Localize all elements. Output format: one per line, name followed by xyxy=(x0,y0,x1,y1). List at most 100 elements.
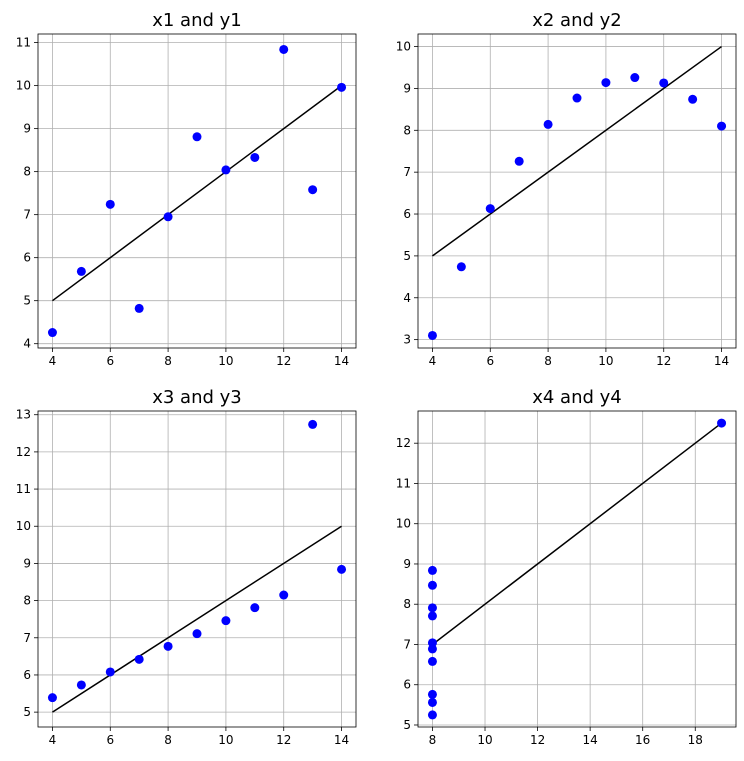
data-point xyxy=(427,611,437,621)
y-tick-label: 13 xyxy=(16,408,31,422)
data-point xyxy=(717,121,727,131)
fit-line xyxy=(431,422,723,646)
y-tick-label: 8 xyxy=(23,165,31,179)
y-tick-label: 6 xyxy=(403,678,411,692)
data-point xyxy=(76,266,86,276)
axes-frame xyxy=(37,410,357,728)
data-point xyxy=(337,82,347,92)
axes-frame xyxy=(417,33,737,349)
fit-line xyxy=(432,45,722,257)
subplot-1: 4 6 8 10 12 14 4 5 6 7 8 9 10 11 x1 and y1 xyxy=(16,10,357,368)
y-tick-label: 8 xyxy=(403,123,411,137)
y-tick-label: 12 xyxy=(16,445,31,459)
x-tick-label: 10 xyxy=(598,354,613,368)
data-point xyxy=(279,590,289,600)
x-tick-label: 14 xyxy=(334,733,349,747)
x-tick-label: 10 xyxy=(218,354,233,368)
x-tick-label: 12 xyxy=(530,733,545,747)
x-tick-label: 14 xyxy=(334,354,349,368)
data-point xyxy=(192,629,202,639)
data-point xyxy=(134,303,144,313)
y-tick-label: 8 xyxy=(23,594,31,608)
x-tick-label: 8 xyxy=(164,354,172,368)
x-tick-label: 8 xyxy=(429,733,437,747)
y-tick-label: 6 xyxy=(403,207,411,221)
x-tick-label: 14 xyxy=(714,354,729,368)
y-tick-label: 7 xyxy=(403,637,411,651)
data-point xyxy=(134,654,144,664)
data-point xyxy=(279,44,289,54)
data-point xyxy=(221,165,231,175)
data-point xyxy=(163,212,173,222)
data-point xyxy=(221,616,231,626)
data-point xyxy=(427,330,437,340)
y-tick-label: 5 xyxy=(403,718,411,732)
x-tick-label: 12 xyxy=(276,733,291,747)
fit-line xyxy=(52,525,342,713)
data-point xyxy=(250,603,260,613)
y-tick-label: 11 xyxy=(16,36,31,50)
data-point xyxy=(572,93,582,103)
data-point xyxy=(427,644,437,654)
data-point xyxy=(250,152,260,162)
data-point xyxy=(688,94,698,104)
data-point xyxy=(47,693,57,703)
y-tick-label: 10 xyxy=(396,40,411,54)
subplot-3: 4 6 8 10 12 14 5 6 7 8 9 10 11 12 13 x3 and y3 xyxy=(16,387,357,747)
data-point xyxy=(337,564,347,574)
axes-frame xyxy=(417,410,737,728)
subplot-title: x1 and y1 xyxy=(152,10,242,31)
x-tick-label: 14 xyxy=(582,733,597,747)
data-point xyxy=(163,641,173,651)
y-tick-label: 6 xyxy=(23,251,31,265)
data-point xyxy=(427,710,437,720)
x-tick-label: 16 xyxy=(635,733,650,747)
x-tick-label: 6 xyxy=(486,354,494,368)
x-tick-label: 6 xyxy=(106,733,114,747)
y-tick-label: 4 xyxy=(403,291,411,305)
subplot-2: 4 6 8 10 12 14 3 4 5 6 7 8 9 10 x2 and y2 xyxy=(396,10,737,368)
x-tick-label: 8 xyxy=(164,733,172,747)
y-tick-label: 8 xyxy=(403,597,411,611)
x-tick-label: 10 xyxy=(218,733,233,747)
data-point xyxy=(47,328,57,338)
fit-line xyxy=(52,85,342,302)
subplot-title: x3 and y3 xyxy=(152,387,242,408)
data-point xyxy=(192,132,202,142)
x-tick-label: 4 xyxy=(429,354,437,368)
data-point xyxy=(105,199,115,209)
data-point xyxy=(427,603,437,613)
data-point xyxy=(514,156,524,166)
data-point xyxy=(456,262,466,272)
x-tick-label: 12 xyxy=(276,354,291,368)
y-tick-label: 9 xyxy=(23,122,31,136)
data-point xyxy=(630,73,640,83)
y-tick-label: 7 xyxy=(23,208,31,222)
y-tick-label: 11 xyxy=(16,482,31,496)
y-tick-label: 7 xyxy=(23,631,31,645)
data-point xyxy=(308,419,318,429)
x-tick-label: 18 xyxy=(688,733,703,747)
axes-frame xyxy=(37,33,357,349)
y-tick-label: 12 xyxy=(396,436,411,450)
x-tick-label: 6 xyxy=(106,354,114,368)
y-tick-label: 10 xyxy=(396,517,411,531)
data-point xyxy=(427,656,437,666)
data-point xyxy=(427,697,437,707)
data-point xyxy=(543,119,553,129)
x-tick-label: 12 xyxy=(656,354,671,368)
data-point xyxy=(659,78,669,88)
y-tick-label: 11 xyxy=(396,476,411,490)
y-tick-label: 10 xyxy=(16,79,31,93)
y-tick-label: 4 xyxy=(23,337,31,351)
subplot-title: x2 and y2 xyxy=(532,10,622,31)
data-point xyxy=(76,680,86,690)
y-tick-label: 5 xyxy=(403,249,411,263)
subplot-title: x4 and y4 xyxy=(532,387,622,408)
x-tick-label: 10 xyxy=(477,733,492,747)
data-point xyxy=(485,204,495,214)
y-tick-label: 6 xyxy=(23,668,31,682)
x-tick-label: 4 xyxy=(49,354,57,368)
data-point xyxy=(427,565,437,575)
